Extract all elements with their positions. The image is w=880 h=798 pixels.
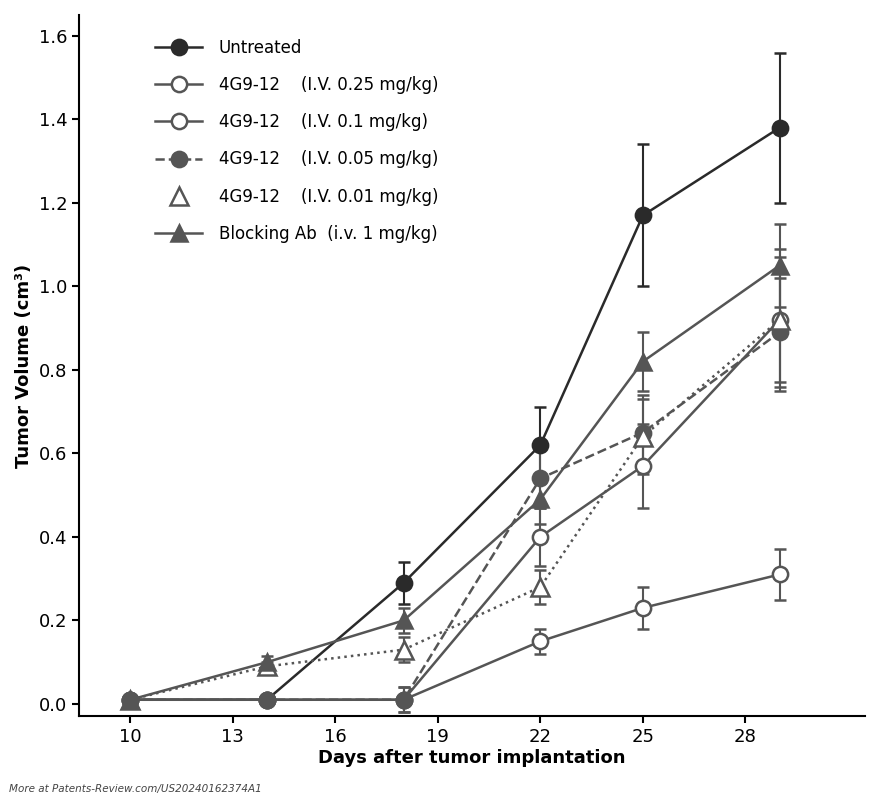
Text: More at Patents-Review.com/US20240162374A1: More at Patents-Review.com/US20240162374…: [9, 784, 261, 794]
Legend: Untreated, 4G9-12    (I.V. 0.25 mg/kg), 4G9-12    (I.V. 0.1 mg/kg), 4G9-12    (I: Untreated, 4G9-12 (I.V. 0.25 mg/kg), 4G9…: [150, 34, 443, 247]
Y-axis label: Tumor Volume (cm³): Tumor Volume (cm³): [15, 263, 33, 468]
X-axis label: Days after tumor implantation: Days after tumor implantation: [319, 749, 626, 767]
